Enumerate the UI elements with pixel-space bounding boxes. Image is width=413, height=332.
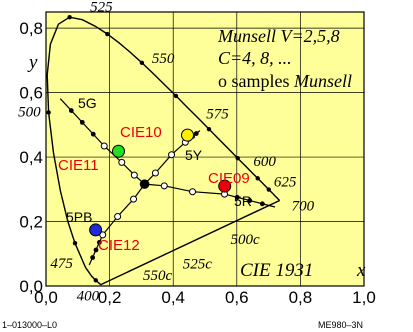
munsell-sample-point [247, 198, 253, 203]
munsell-info-prefix: o samples [218, 71, 294, 91]
munsell-sample-point [193, 131, 199, 136]
wavelength-label: 575 [206, 106, 229, 122]
cie-sample-cie12 [89, 223, 103, 237]
x-tick-label: 0,2 [98, 288, 122, 307]
spectral-locus-ticks [46, 15, 271, 283]
locus-dot [266, 187, 271, 192]
locus-dot [139, 60, 145, 66]
cie-label-cie10: CIE10 [120, 124, 162, 141]
locus-dot [105, 31, 110, 37]
hue-label-5Y: 5Y [185, 147, 203, 163]
locus-dot [206, 126, 212, 132]
locus-dot [67, 15, 72, 20]
munsell-sample-point [90, 131, 96, 137]
cie-sample-cie10 [181, 128, 195, 142]
wavelength-label: 625 [274, 175, 297, 191]
wavelength-label: 700 [292, 198, 315, 214]
plot-background [45, 11, 365, 287]
munsell-info-line3: o samples Munsell [218, 71, 352, 91]
wavelength-label: 525c [183, 256, 213, 272]
munsell-sample-point [96, 240, 102, 245]
hue-label-5PB: 5PB [66, 209, 92, 225]
y-tick-label: 0,6 [19, 84, 43, 103]
wavelength-label: 400 [77, 288, 100, 304]
locus-dot [72, 241, 78, 246]
y-tick-labels: 0,0 0,2 0,4 0,6 0,8 [19, 19, 43, 296]
cie-label-cie11: CIE11 [58, 157, 99, 174]
y-tick-label: 0,8 [19, 19, 43, 38]
x-tick-label: 1,0 [352, 288, 376, 307]
locus-dot [93, 278, 98, 283]
cie-test-samples [89, 128, 232, 237]
locus-dot [255, 176, 260, 181]
wavelength-label: 525 [90, 0, 113, 16]
y-tick-label: 0,0 [19, 277, 43, 296]
cie-sample-cie11 [112, 144, 126, 158]
munsell-info-line2: C=4, 8, ... [218, 48, 292, 68]
locus-dot [235, 155, 240, 161]
munsell-sample-point [130, 171, 138, 179]
x-tick-label: 0,8 [289, 288, 313, 307]
wavelength-label: 600 [253, 154, 276, 170]
y-axis-label: y [27, 52, 38, 73]
x-axis-label: x [356, 260, 366, 281]
munsell-sample-point [189, 188, 197, 196]
wavelength-label: 500c [230, 232, 260, 248]
hue-label-5R: 5R [234, 193, 252, 209]
munsell-sample-point [160, 182, 168, 190]
wavelength-label: 550c [143, 268, 173, 284]
munsell-sample-point [259, 201, 265, 207]
munsell-sample-point [100, 142, 108, 150]
munsell-sample-point [90, 255, 96, 260]
footer-right: ME980–3N [318, 320, 363, 330]
y-tick-label: 0,2 [19, 213, 43, 232]
munsell-info-line1: Munsell V=2,5,8 [217, 26, 340, 46]
footer-left: 1–013000–L0 [2, 320, 57, 330]
cie-sample-cie09 [218, 179, 232, 193]
munsell-sample-point [68, 108, 74, 113]
munsell-info-italic: Munsell [293, 71, 352, 91]
munsell-sample-point [151, 169, 159, 177]
locus-dot [173, 93, 179, 99]
x-tick-labels: 0,0 0,2 0,4 0,6 0,8 1,0 [34, 288, 376, 307]
white-point [139, 179, 150, 189]
locus-dot [46, 110, 51, 115]
munsell-sample-point [118, 158, 126, 166]
munsell-samples [68, 108, 265, 260]
munsell-sample-point [168, 151, 176, 159]
x-tick-label: 0,0 [34, 288, 58, 307]
x-tick-label: 0,6 [225, 288, 249, 307]
purple-line [101, 199, 280, 286]
wavelength-label: 500 [18, 104, 41, 120]
cie-label-cie12: CIE12 [98, 237, 140, 254]
cie-system-label: CIE 1931 [240, 260, 313, 281]
wavelength-label: 475 [50, 256, 73, 272]
munsell-sample-point [130, 195, 138, 203]
y-tick-label: 0,4 [19, 148, 43, 167]
munsell-sample-point [114, 213, 122, 221]
wavelength-label: 550 [152, 51, 175, 67]
munsell-sample-point [93, 247, 99, 253]
munsell-sample-point [79, 119, 85, 125]
x-tick-label: 0,4 [161, 288, 185, 307]
hue-label-5G: 5G [78, 95, 97, 111]
cie-label-cie09: CIE09 [208, 170, 250, 187]
munsell-sample-point [234, 194, 240, 200]
